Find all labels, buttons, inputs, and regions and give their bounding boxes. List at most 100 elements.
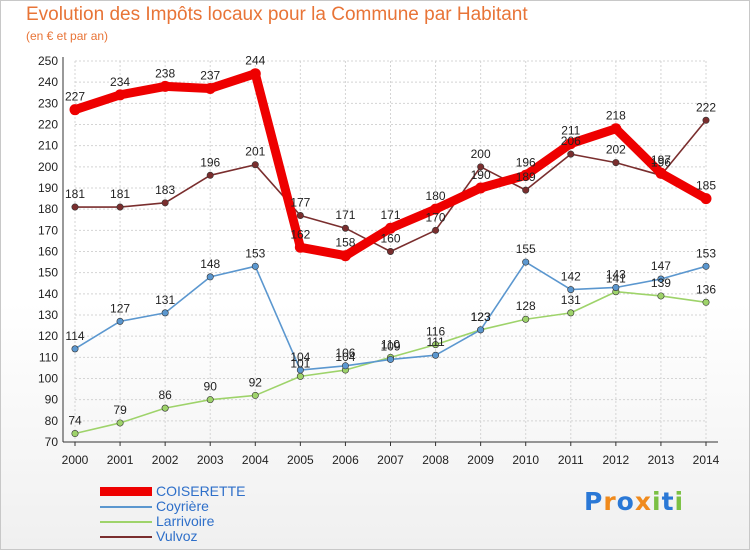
- data-label-coiserette: 211: [561, 124, 580, 138]
- data-point-coiserette: [114, 89, 126, 101]
- data-label-vulvoz: 181: [65, 187, 85, 201]
- data-label-vulvoz: 196: [651, 155, 671, 169]
- y-tick-label: 130: [38, 308, 58, 322]
- data-point-coyriere: [386, 355, 394, 363]
- y-tick-label: 220: [38, 118, 58, 132]
- data-label-coiserette: 237: [200, 69, 220, 83]
- legend-label: Larrivoire: [156, 513, 215, 529]
- x-tick-label: 2010: [512, 453, 539, 467]
- data-point-coiserette: [69, 104, 81, 116]
- data-point-vulvoz: [612, 159, 620, 167]
- data-label-larrivoire: 131: [561, 293, 581, 307]
- data-label-coyriere: 106: [335, 346, 355, 360]
- x-tick-label: 2007: [377, 453, 404, 467]
- data-point-coyriere: [206, 273, 214, 281]
- data-label-vulvoz: 177: [290, 196, 310, 210]
- data-label-vulvoz: 206: [561, 134, 581, 148]
- data-point-vulvoz: [522, 186, 530, 194]
- data-point-vulvoz: [432, 226, 440, 234]
- data-point-coyriere: [432, 351, 440, 359]
- y-tick-label: 160: [38, 245, 58, 259]
- logo-letter: o: [616, 487, 635, 516]
- data-label-vulvoz: 160: [380, 232, 400, 246]
- data-label-larrivoire: 74: [68, 414, 82, 428]
- data-label-coiserette: 171: [380, 208, 400, 222]
- data-point-coiserette: [339, 250, 351, 262]
- data-point-vulvoz: [386, 248, 394, 256]
- legend-item: Coyrière: [100, 499, 320, 514]
- data-label-vulvoz: 196: [200, 155, 220, 169]
- x-tick-label: 2011: [558, 453, 584, 467]
- data-label-larrivoire: 139: [651, 276, 671, 290]
- data-point-larrivoire: [432, 341, 440, 349]
- legend-label: Vulvoz: [156, 528, 198, 544]
- data-point-vulvoz: [567, 150, 575, 158]
- logo-letter: P: [584, 487, 604, 516]
- data-label-coiserette: 218: [606, 109, 626, 123]
- logo-letter: x: [634, 487, 652, 516]
- data-label-larrivoire: 101: [290, 356, 310, 370]
- data-point-coiserette: [655, 167, 667, 179]
- data-point-larrivoire: [702, 298, 710, 306]
- data-point-vulvoz: [116, 203, 124, 211]
- data-label-larrivoire: 90: [204, 380, 218, 394]
- data-label-larrivoire: 141: [606, 272, 626, 286]
- proxiti-logo: Proxiti: [584, 487, 684, 516]
- y-tick-label: 70: [45, 435, 59, 449]
- data-point-vulvoz: [206, 171, 214, 179]
- y-tick-label: 210: [38, 139, 58, 153]
- y-tick-label: 180: [38, 202, 58, 216]
- data-label-coiserette: 197: [651, 153, 671, 167]
- data-label-coyriere: 111: [426, 335, 445, 349]
- data-label-larrivoire: 128: [516, 299, 536, 313]
- data-label-vulvoz: 170: [426, 210, 446, 224]
- data-label-coyriere: 155: [516, 242, 536, 256]
- data-point-vulvoz: [296, 212, 304, 220]
- x-tick-label: 2009: [467, 453, 494, 467]
- data-label-vulvoz: 202: [606, 143, 626, 157]
- legend-swatch: [100, 536, 152, 538]
- logo-letter: i: [674, 487, 685, 516]
- x-tick-label: 2005: [287, 453, 314, 467]
- data-label-coiserette: 196: [516, 155, 536, 169]
- data-label-coyriere: 131: [155, 293, 175, 307]
- data-point-vulvoz: [161, 199, 169, 207]
- data-label-coiserette: 234: [110, 75, 130, 89]
- data-label-coiserette: 158: [335, 236, 355, 250]
- data-point-coyriere: [71, 345, 79, 353]
- data-label-coyriere: 143: [606, 267, 626, 281]
- legend-swatch: [100, 487, 152, 496]
- x-tick-label: 2012: [603, 453, 630, 467]
- data-point-larrivoire: [251, 391, 259, 399]
- legend-label: Coyrière: [156, 498, 209, 514]
- y-tick-label: 190: [38, 181, 58, 195]
- data-label-coiserette: 185: [696, 179, 716, 193]
- y-tick-label: 250: [38, 54, 58, 68]
- data-point-vulvoz: [702, 116, 710, 124]
- data-point-coyriere: [612, 283, 620, 291]
- data-label-coyriere: 142: [561, 270, 581, 284]
- legend-swatch: [100, 506, 152, 508]
- data-point-coiserette: [204, 83, 216, 95]
- y-tick-label: 150: [38, 266, 58, 280]
- data-label-coiserette: 162: [290, 227, 310, 241]
- data-point-coyriere: [567, 286, 575, 294]
- y-tick-label: 80: [45, 414, 59, 428]
- x-tick-label: 2000: [62, 453, 89, 467]
- data-point-larrivoire: [657, 292, 665, 300]
- y-tick-label: 200: [38, 160, 58, 174]
- y-tick-label: 170: [38, 223, 58, 237]
- x-tick-label: 2006: [332, 453, 359, 467]
- data-label-coiserette: 238: [155, 66, 175, 80]
- legend-item: COISERETTE: [100, 484, 320, 499]
- legend-swatch: [100, 521, 152, 523]
- data-point-coiserette: [159, 80, 171, 92]
- data-point-coiserette: [520, 169, 532, 181]
- chart-subtitle: (en € et par an): [26, 29, 109, 43]
- data-label-coyriere: 104: [290, 350, 310, 364]
- data-point-larrivoire: [206, 396, 214, 404]
- legend-item: Vulvoz: [100, 529, 320, 544]
- y-tick-label: 90: [45, 393, 59, 407]
- data-label-vulvoz: 189: [516, 170, 536, 184]
- data-point-coyriere: [116, 317, 124, 325]
